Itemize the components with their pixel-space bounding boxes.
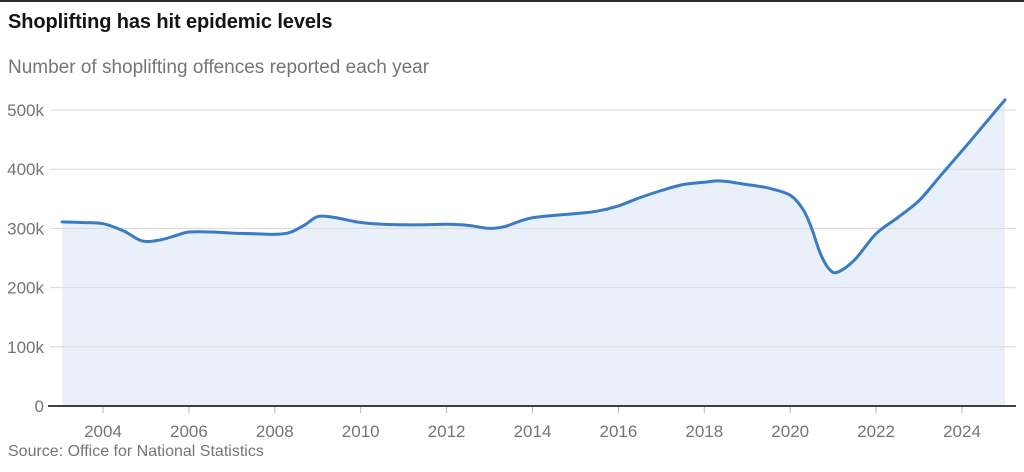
x-tick-label: 2004 [84, 422, 122, 441]
source-note: Source: Office for National Statistics [8, 443, 264, 460]
y-tick-label: 300k [7, 219, 44, 238]
x-tick-label: 2012 [428, 422, 466, 441]
y-tick-label: 200k [7, 279, 44, 298]
chart-title: Shoplifting has hit epidemic levels [8, 11, 333, 33]
y-tick-label: 100k [7, 338, 44, 357]
chart-subtitle: Number of shoplifting offences reported … [8, 57, 430, 78]
x-tick-label: 2008 [256, 422, 294, 441]
area-fill [62, 99, 1005, 407]
trend-line [60, 98, 1007, 275]
x-tick-label: 2024 [943, 422, 981, 441]
x-tick-label: 2014 [514, 422, 552, 441]
top-border-rule [0, 0, 1024, 2]
x-tick-label: 2010 [342, 422, 380, 441]
y-tick-label: 500k [7, 101, 44, 120]
x-tick-label: 2022 [857, 422, 895, 441]
x-tick-label: 2006 [170, 422, 208, 441]
x-tick-label: 2020 [771, 422, 809, 441]
y-tick-label: 400k [7, 160, 44, 179]
x-tick-label: 2016 [599, 422, 637, 441]
y-tick-label: 0 [35, 397, 44, 416]
x-tick-label: 2018 [685, 422, 723, 441]
